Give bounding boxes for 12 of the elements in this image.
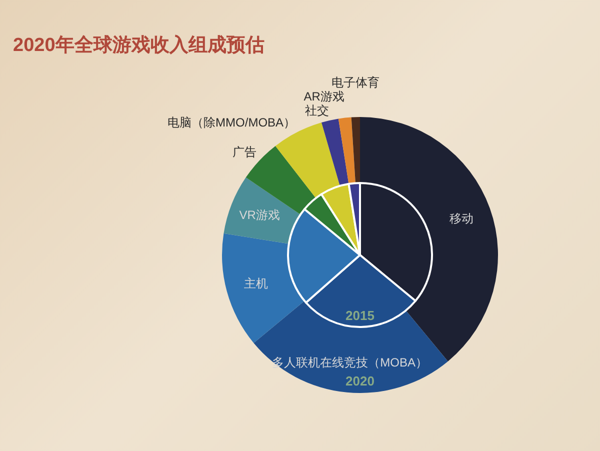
slice-label: 移动 — [450, 211, 474, 226]
chart-title: 2020年全球游戏收入组成预估 — [13, 34, 264, 56]
slice-label: 多人联机在线竞技（MOBA） — [272, 356, 428, 370]
slice-label: 社交 — [305, 103, 330, 118]
slice-label: 2015 — [346, 308, 374, 323]
slice-label: VR游戏 — [239, 208, 280, 222]
slice-label: 电脑（除MMO/MOBA） — [168, 115, 296, 130]
slice-label: 电子体育 — [332, 75, 380, 90]
slice-label: AR游戏 — [304, 89, 344, 104]
slice-label: 2020 — [346, 374, 374, 388]
slice-label: 主机 — [244, 276, 268, 290]
slice-label: 广告 — [232, 144, 256, 159]
